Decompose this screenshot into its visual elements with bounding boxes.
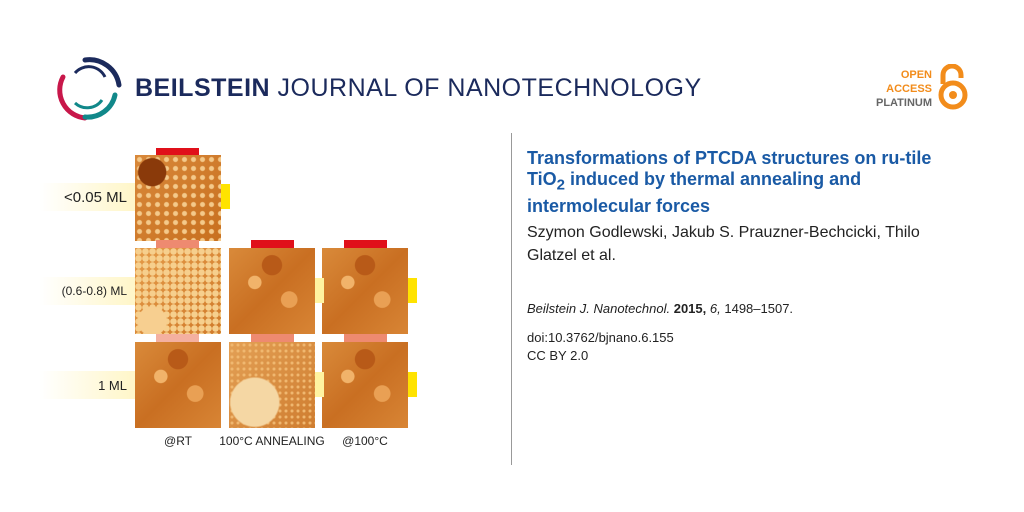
article-title[interactable]: Transformations of PTCDA structures on r… <box>527 148 967 217</box>
marker-bar <box>408 372 417 397</box>
oa-platinum: PLATINUM <box>875 97 932 109</box>
stm-image <box>135 155 221 241</box>
marker-bar <box>408 278 417 303</box>
column-label: 100°C ANNEALING <box>219 434 325 448</box>
beilstein-logo-icon <box>57 57 122 121</box>
marker-bar <box>315 372 324 397</box>
marker-bar <box>344 334 387 342</box>
doi-block: doi:10.3762/bjnano.6.155 CC BY 2.0 <box>527 329 674 365</box>
row-label: 1 ML <box>40 371 135 399</box>
row-label: <0.05 ML <box>40 183 135 211</box>
marker-bar <box>156 334 199 342</box>
stm-image <box>322 342 408 428</box>
title-subscript: 2 <box>556 176 566 194</box>
brand-bold: BEILSTEIN <box>135 74 271 102</box>
column-label: @100°C <box>342 434 388 448</box>
oa-open: OPEN <box>900 69 932 81</box>
license: CC BY 2.0 <box>527 348 589 363</box>
stm-image <box>229 342 315 428</box>
divider <box>511 133 512 465</box>
journal-name: BEILSTEIN JOURNAL OF NANOTECHNOLOGY <box>135 74 702 103</box>
authors: Szymon Godlewski, Jakub S. Prauzner-Bech… <box>527 224 920 264</box>
citation: Beilstein J. Nanotechnol. 2015, 6, 1498–… <box>527 301 793 316</box>
title-text: induced by thermal annealing and intermo… <box>527 169 862 216</box>
marker-bar <box>315 278 324 303</box>
marker-bar <box>251 334 294 342</box>
brand-rest: JOURNAL OF NANOTECHNOLOGY <box>277 74 702 102</box>
marker-bar <box>156 148 199 156</box>
column-label: @RT <box>164 434 192 448</box>
row-label: (0.6-0.8) ML <box>40 277 135 305</box>
doi[interactable]: doi:10.3762/bjnano.6.155 <box>527 330 674 345</box>
stm-image <box>229 248 315 334</box>
open-access-lock-icon <box>938 64 968 110</box>
year: 2015, <box>673 301 707 316</box>
marker-bar <box>156 240 199 248</box>
marker-bar <box>251 240 294 248</box>
stm-image <box>135 248 221 334</box>
oa-access: ACCESS <box>886 83 932 95</box>
volume: 6, <box>709 301 721 316</box>
journal-abbrev: Beilstein J. Nanotechnol. <box>527 301 671 316</box>
title-text: Transformations of PTCDA structures on r… <box>527 148 932 189</box>
stm-image <box>322 248 408 334</box>
marker-bar <box>344 240 387 248</box>
marker-bar <box>221 184 230 209</box>
pages: 1498–1507. <box>724 301 794 316</box>
stm-image <box>135 342 221 428</box>
